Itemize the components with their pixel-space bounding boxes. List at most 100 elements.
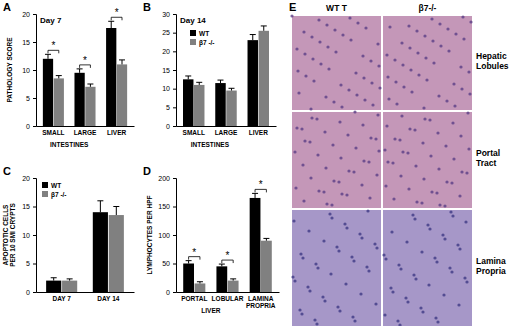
nucleus — [462, 37, 465, 40]
tick-label: 100 — [158, 232, 170, 239]
x-tick: SMALL — [42, 126, 64, 136]
bar — [195, 283, 206, 292]
error-cap — [219, 264, 225, 265]
error-bar — [67, 279, 73, 281]
x-tick: LARGE — [74, 126, 97, 136]
nucleus — [364, 26, 367, 29]
nucleus — [467, 147, 470, 150]
nucleus — [361, 54, 364, 57]
error-bar — [97, 201, 103, 212]
nucleus — [425, 78, 428, 81]
y-tick: 5 — [26, 260, 36, 267]
category-label: LARGE — [215, 129, 238, 136]
nucleus — [319, 62, 322, 65]
nucleus — [290, 14, 293, 17]
plot-area — [46, 201, 124, 292]
nucleus — [386, 75, 389, 78]
column-header: β7-/- — [419, 3, 437, 13]
axis-line — [37, 126, 135, 127]
nucleus — [325, 202, 328, 205]
category-label: DAY 14 — [97, 295, 119, 302]
bar — [74, 73, 84, 126]
error-stem — [255, 193, 256, 198]
nucleus — [420, 250, 423, 253]
nucleus — [434, 316, 437, 319]
bar — [226, 91, 236, 126]
nucleus — [301, 256, 304, 259]
axis-line — [33, 15, 37, 127]
error-cap — [185, 75, 191, 76]
legend-swatch — [42, 182, 48, 188]
tick-label: 20 — [22, 175, 30, 182]
nucleus — [353, 319, 356, 322]
nucleus — [423, 117, 426, 120]
nucleus — [316, 153, 319, 156]
x-axis: SMALLLARGELIVER — [177, 126, 277, 136]
tick-label: 10 — [22, 67, 30, 74]
nucleus — [309, 107, 312, 110]
nucleus — [363, 98, 366, 101]
error-bar — [217, 80, 223, 83]
tick-label: 50 — [162, 260, 170, 267]
error-bar — [77, 69, 83, 73]
nucleus — [414, 164, 417, 167]
nucleus — [456, 243, 459, 246]
nucleus — [413, 128, 416, 131]
nucleus — [327, 67, 330, 70]
nucleus — [388, 25, 391, 28]
nucleus — [338, 120, 341, 123]
bar — [215, 83, 225, 126]
image-background — [383, 210, 472, 326]
legend-label: β7 -/- — [51, 191, 67, 199]
chart-title: Day 14 — [180, 16, 206, 25]
nucleus — [464, 220, 467, 223]
nucleus — [447, 49, 450, 52]
axis-line — [177, 126, 277, 127]
error-stem — [252, 35, 253, 41]
category-label: LIVER — [107, 129, 126, 136]
nucleus — [312, 79, 315, 82]
axis-line — [173, 15, 177, 127]
nucleus — [443, 204, 446, 207]
error-cap — [229, 88, 235, 89]
nucleus — [330, 216, 333, 219]
nucleus — [321, 295, 324, 298]
nucleus — [395, 102, 398, 105]
nucleus — [298, 308, 301, 311]
y-tick: 10 — [22, 232, 36, 239]
significance-label: * — [51, 40, 55, 51]
nucleus — [422, 106, 425, 109]
error-stem — [116, 207, 117, 216]
nucleus — [330, 203, 333, 206]
y-tick: 15 — [22, 39, 36, 46]
nucleus — [365, 265, 368, 268]
nucleus — [445, 180, 448, 183]
nucleus — [438, 22, 441, 25]
nucleus — [360, 236, 363, 239]
nucleus — [339, 156, 342, 159]
nucleus — [414, 277, 417, 280]
nucleus — [399, 267, 402, 270]
category-label: DAY 7 — [52, 295, 71, 302]
nucleus — [347, 169, 350, 172]
error-cap — [196, 82, 202, 83]
y-tick: 5 — [166, 104, 176, 111]
error-bar — [119, 60, 125, 64]
tick-label: 150 — [158, 203, 170, 210]
y-tick: 15 — [162, 67, 176, 74]
tick-mark — [33, 98, 36, 99]
nucleus — [299, 252, 302, 255]
nucleus — [361, 123, 364, 126]
panel: 051015202530SMALLLARGELIVERDay 14INTESTI… — [143, 1, 277, 148]
error-bar — [108, 21, 114, 28]
nucleus — [362, 159, 365, 162]
nucleus — [435, 260, 438, 263]
y-tick: 20 — [22, 11, 36, 18]
nucleus — [463, 276, 466, 279]
nucleus — [325, 23, 328, 26]
y-axis: 05101520 — [22, 11, 36, 130]
nucleus — [377, 64, 380, 67]
nucleus — [391, 161, 394, 164]
y-tick: 0 — [26, 289, 36, 296]
nucleus — [392, 197, 395, 200]
